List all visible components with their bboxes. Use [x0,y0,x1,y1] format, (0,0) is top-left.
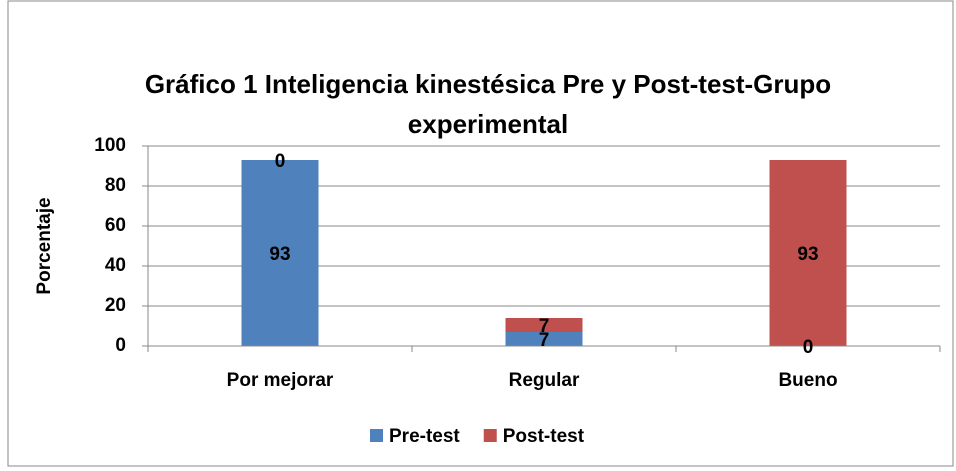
legend-label: Pre-test [389,426,460,447]
data-label: 93 [269,244,290,265]
data-label: 7 [539,330,550,351]
x-tick-label: Regular [509,370,580,391]
y-tick-label: 60 [105,215,126,236]
chart-title: Gráfico 1 Inteligencia kinestésica Pre y… [144,69,832,139]
y-axis-label: Porcentaje [34,197,55,294]
y-tick-label: 0 [115,335,126,356]
data-label: 93 [797,244,818,265]
data-label: 0 [275,151,286,172]
data-label: 7 [539,316,550,337]
legend-swatch [370,429,383,442]
bar-segment [769,160,847,346]
bar-segment [241,160,319,346]
bar-segment [505,332,583,346]
x-tick-label: Por mejorar [227,370,334,391]
legend-swatch [483,429,497,442]
y-tick-label: 40 [105,255,126,276]
y-tick-label: 80 [105,175,126,196]
x-tick-label: Bueno [778,370,837,391]
legend-label: Post-test [503,426,585,447]
bar-segment [505,318,583,332]
data-label: 0 [803,337,814,358]
y-tick-label: 20 [105,295,126,316]
y-tick-label: 100 [94,135,126,156]
